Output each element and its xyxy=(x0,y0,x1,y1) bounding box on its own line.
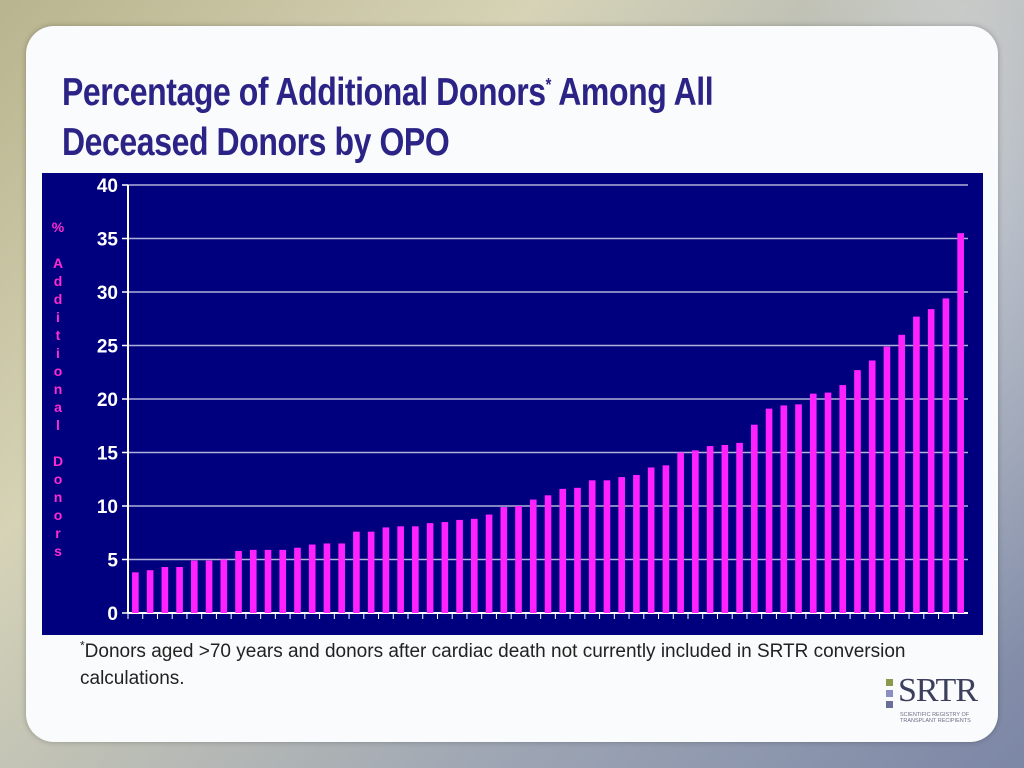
bar xyxy=(824,392,832,613)
title-text-part2: Among All Deceased Donors by OPO xyxy=(62,71,714,164)
y-axis-label-char: s xyxy=(54,543,62,559)
footnote-asterisk: * xyxy=(80,638,85,653)
bar xyxy=(706,446,714,613)
bar xyxy=(279,549,287,613)
bar xyxy=(205,560,213,613)
bar xyxy=(441,522,449,613)
y-tick-label: 15 xyxy=(97,444,119,465)
bar xyxy=(220,559,228,613)
y-tick-label: 40 xyxy=(97,176,118,197)
bar xyxy=(308,544,316,613)
bar xyxy=(264,549,272,613)
bar xyxy=(765,408,773,613)
bar xyxy=(132,572,139,613)
y-axis-label-char: n xyxy=(53,489,63,505)
bar xyxy=(633,474,640,613)
bar xyxy=(146,570,154,613)
bar xyxy=(500,507,508,613)
y-axis-label-char xyxy=(50,434,66,452)
bar xyxy=(249,549,257,613)
bar xyxy=(426,523,434,613)
title-text-part1: Percentage of Additional Donors xyxy=(62,71,546,114)
y-tick-label: 25 xyxy=(97,337,119,358)
bar-chart: 0 5 10 15 20 25 30 35 40 xyxy=(97,176,968,625)
bar xyxy=(662,465,670,613)
y-tick-label: 10 xyxy=(97,497,118,518)
y-tick-label: 5 xyxy=(107,551,118,572)
title-asterisk: * xyxy=(545,75,552,95)
y-tick-label: 30 xyxy=(97,283,118,304)
footnote: *Donors aged >70 years and donors after … xyxy=(80,638,940,692)
bar xyxy=(898,334,905,613)
bar xyxy=(397,526,404,613)
bar xyxy=(588,480,596,613)
bar xyxy=(854,370,861,613)
y-axis-label-char: o xyxy=(53,363,63,379)
bar xyxy=(927,309,935,613)
y-tick-label: 20 xyxy=(97,390,118,411)
bar xyxy=(323,543,331,613)
bar xyxy=(191,560,198,613)
bar xyxy=(839,385,847,613)
bar xyxy=(913,316,920,613)
y-axis-label-char: n xyxy=(53,381,63,397)
bar xyxy=(367,531,375,613)
y-axis-label-char: i xyxy=(56,309,60,325)
y-axis-label-char: r xyxy=(55,525,61,541)
bar xyxy=(957,233,964,613)
bar xyxy=(883,346,891,613)
chart-panel: 0 5 10 15 20 25 30 35 40 xyxy=(42,173,983,635)
bar xyxy=(942,298,950,613)
bar xyxy=(176,566,183,613)
bar xyxy=(235,550,242,613)
y-axis-label-char: d xyxy=(53,291,63,307)
y-axis-label-char: o xyxy=(53,507,63,523)
bar xyxy=(456,519,463,613)
bar xyxy=(471,518,478,613)
bar xyxy=(161,566,169,613)
bar xyxy=(868,360,876,613)
logo-subtitle: SCIENTIFIC REGISTRY OF TRANSPLANT RECIPI… xyxy=(900,712,971,724)
bar xyxy=(603,480,611,613)
y-axis-label-char: i xyxy=(56,345,60,361)
y-tick-label: 35 xyxy=(97,230,119,251)
y-axis-label-char: A xyxy=(52,255,64,271)
y-axis-label-char: D xyxy=(52,453,64,469)
y-axis-label-char: l xyxy=(56,417,60,433)
bar xyxy=(338,543,345,613)
logo-wordmark: SRTR xyxy=(898,672,978,709)
bar xyxy=(795,404,802,613)
bar xyxy=(412,526,419,613)
y-axis-label-char: a xyxy=(54,399,62,415)
bar xyxy=(721,445,729,613)
slide-title: Percentage of Additional Donors* Among A… xyxy=(62,68,784,168)
bar xyxy=(353,531,360,613)
bar xyxy=(618,477,625,613)
bar xyxy=(544,495,552,613)
logo-mark-icon xyxy=(886,679,896,712)
bar xyxy=(647,467,655,613)
bar xyxy=(485,514,493,613)
y-axis-label-char: o xyxy=(53,471,63,487)
bar xyxy=(780,405,788,613)
y-axis-label-char: t xyxy=(55,327,61,343)
srtr-logo: SRTR SCIENTIFIC REGISTRY OF TRANSPLANT R… xyxy=(886,672,986,726)
bar xyxy=(736,442,743,613)
bar xyxy=(529,499,537,613)
bar xyxy=(809,393,817,613)
bar xyxy=(294,547,301,613)
y-tick-label: 0 xyxy=(107,604,118,625)
bar xyxy=(692,450,699,613)
bar xyxy=(515,506,522,613)
footnote-text: Donors aged >70 years and donors after c… xyxy=(80,641,906,689)
y-axis-label-char: d xyxy=(53,273,63,289)
y-axis-label-char xyxy=(50,236,66,254)
bar xyxy=(382,527,390,613)
bar xyxy=(751,424,758,613)
bar xyxy=(559,488,567,613)
y-axis-label-char: % xyxy=(51,219,65,235)
bar xyxy=(677,452,684,613)
bar xyxy=(574,487,581,613)
